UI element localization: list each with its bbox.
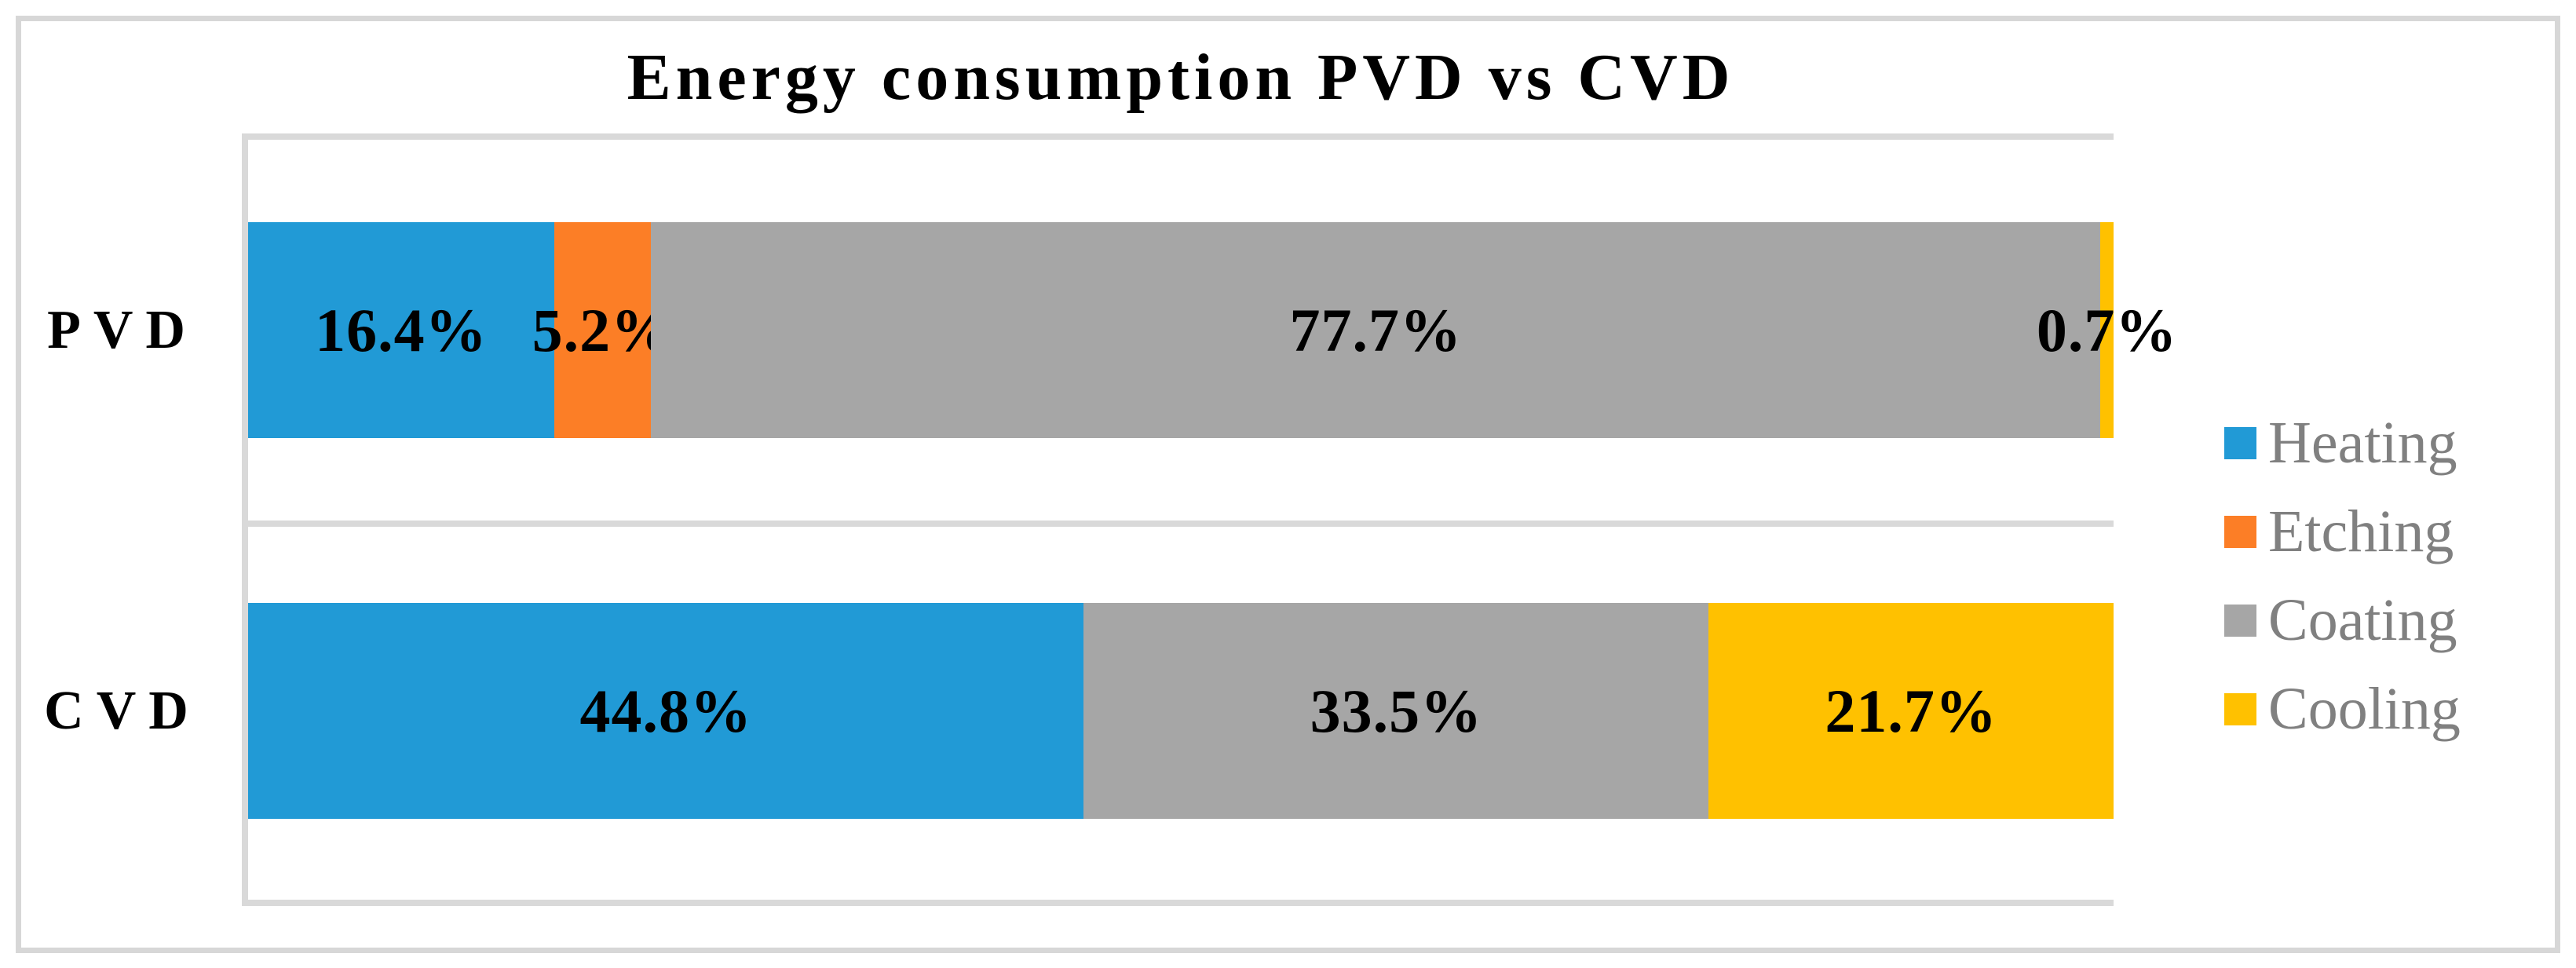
legend-swatch-cooling [2224,693,2256,725]
figure-border [16,16,2560,953]
bar-segment-pvd-cooling: 0.7% [2037,222,2176,438]
bar-segment-pvd-coating: 77.7% [651,222,2101,438]
legend-item-etching: Etching [2224,488,2461,576]
legend-swatch-coating [2224,605,2256,637]
chart-title: Energy consumption PVD vs CVD [627,41,1735,114]
bar-segment-cvd-cooling: 21.7% [1708,603,2114,819]
legend-label-coating: Coating [2268,587,2457,653]
data-label-pvd-coating: 77.7% [1289,295,1463,364]
data-label-cvd-coating: 33.5% [1310,676,1483,745]
bar-segment-pvd-etching: 5.2% [532,222,672,438]
data-label-pvd-cooling: 0.7% [2036,295,2178,364]
legend-label-etching: Etching [2268,499,2454,564]
bar-segment-pvd-heating: 16.4% [248,222,554,438]
data-label-cvd-heating: 44.8% [579,676,752,745]
legend-item-heating: Heating [2224,399,2461,488]
bar-segment-cvd-coating: 33.5% [1083,603,1709,819]
gridline-middle [242,521,2114,527]
category-label-pvd: PVD [47,299,198,360]
category-label-cvd: CVD [44,680,201,741]
data-label-pvd-heating: 16.4% [315,295,488,364]
legend-item-coating: Coating [2224,576,2461,665]
legend-swatch-etching [2224,516,2256,548]
data-label-cvd-cooling: 21.7% [1825,676,1997,745]
gridline-top [242,133,2114,140]
bar-pvd: 16.4% 5.2% 77.7% 0.7% [248,222,2176,438]
bar-segment-cvd-heating: 44.8% [248,603,1084,819]
gridline-bottom [242,900,2114,906]
data-label-pvd-etching: 5.2% [532,295,674,364]
legend: Heating Etching Coating Cooling [2224,399,2461,754]
legend-swatch-heating [2224,427,2256,459]
bar-cvd: 44.8% 33.5% 21.7% [248,603,2114,819]
legend-label-heating: Heating [2268,410,2457,476]
category-axis-line [242,133,248,906]
legend-item-cooling: Cooling [2224,665,2461,754]
legend-label-cooling: Cooling [2268,676,2461,742]
